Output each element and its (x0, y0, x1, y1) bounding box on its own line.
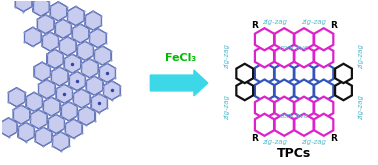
Polygon shape (56, 84, 73, 103)
Text: zig-zag: zig-zag (301, 19, 326, 25)
Polygon shape (335, 64, 352, 83)
Polygon shape (25, 27, 41, 46)
Polygon shape (64, 54, 81, 73)
Polygon shape (55, 19, 71, 38)
Polygon shape (314, 62, 333, 84)
Text: TPCs: TPCs (277, 147, 311, 160)
Text: concave: concave (280, 45, 309, 51)
Text: R: R (330, 21, 337, 30)
Polygon shape (236, 64, 253, 83)
Polygon shape (13, 105, 29, 124)
Polygon shape (33, 0, 49, 16)
Polygon shape (50, 2, 67, 21)
Polygon shape (236, 81, 253, 100)
Polygon shape (255, 97, 274, 119)
Text: R: R (251, 134, 258, 143)
Text: zig-zag: zig-zag (358, 95, 364, 120)
Polygon shape (294, 114, 314, 136)
Text: zig-zag: zig-zag (224, 95, 230, 120)
Polygon shape (314, 97, 333, 119)
Polygon shape (69, 71, 85, 91)
Polygon shape (81, 59, 98, 78)
Polygon shape (67, 6, 84, 26)
Polygon shape (43, 97, 60, 116)
Polygon shape (94, 46, 111, 65)
Polygon shape (99, 63, 115, 82)
Polygon shape (34, 62, 50, 81)
Polygon shape (86, 76, 103, 95)
Polygon shape (335, 81, 352, 100)
Text: zig-zag: zig-zag (301, 139, 326, 145)
Polygon shape (314, 28, 333, 50)
Polygon shape (73, 89, 90, 108)
Polygon shape (26, 92, 42, 111)
Polygon shape (15, 0, 32, 12)
Polygon shape (8, 88, 25, 107)
Polygon shape (51, 67, 68, 86)
Polygon shape (294, 62, 314, 84)
Polygon shape (46, 49, 63, 68)
Text: FeCl₃: FeCl₃ (166, 53, 197, 63)
Polygon shape (275, 45, 294, 67)
Polygon shape (78, 106, 94, 125)
Polygon shape (65, 119, 82, 138)
FancyArrow shape (150, 70, 208, 96)
Polygon shape (255, 28, 274, 50)
Polygon shape (42, 32, 59, 51)
Polygon shape (275, 28, 294, 50)
Polygon shape (294, 28, 314, 50)
Polygon shape (294, 97, 314, 119)
Polygon shape (91, 94, 107, 113)
Polygon shape (72, 24, 89, 43)
Text: zig-zag: zig-zag (262, 139, 287, 145)
Polygon shape (275, 62, 294, 84)
Polygon shape (314, 114, 333, 136)
Polygon shape (77, 41, 93, 60)
Text: R: R (330, 134, 337, 143)
Polygon shape (90, 29, 106, 48)
Polygon shape (255, 114, 274, 136)
Polygon shape (0, 118, 17, 137)
Text: zig-zag: zig-zag (358, 44, 364, 69)
Polygon shape (18, 122, 34, 142)
Polygon shape (275, 80, 294, 102)
Text: concave: concave (280, 113, 309, 119)
Polygon shape (314, 80, 333, 102)
Polygon shape (53, 132, 69, 151)
Polygon shape (59, 37, 76, 56)
Polygon shape (39, 80, 55, 99)
Polygon shape (104, 81, 120, 100)
Text: zig-zag: zig-zag (224, 44, 230, 69)
Polygon shape (294, 80, 314, 102)
Polygon shape (85, 11, 101, 30)
Polygon shape (35, 127, 52, 146)
Polygon shape (30, 110, 47, 129)
Polygon shape (255, 62, 274, 84)
Polygon shape (255, 80, 274, 102)
Polygon shape (314, 45, 333, 67)
Polygon shape (37, 15, 54, 34)
Polygon shape (294, 45, 314, 67)
Polygon shape (60, 102, 77, 121)
Text: zig-zag: zig-zag (262, 19, 287, 25)
Polygon shape (275, 114, 294, 136)
Text: R: R (251, 21, 258, 30)
Polygon shape (48, 114, 64, 133)
Polygon shape (275, 97, 294, 119)
Polygon shape (255, 45, 274, 67)
